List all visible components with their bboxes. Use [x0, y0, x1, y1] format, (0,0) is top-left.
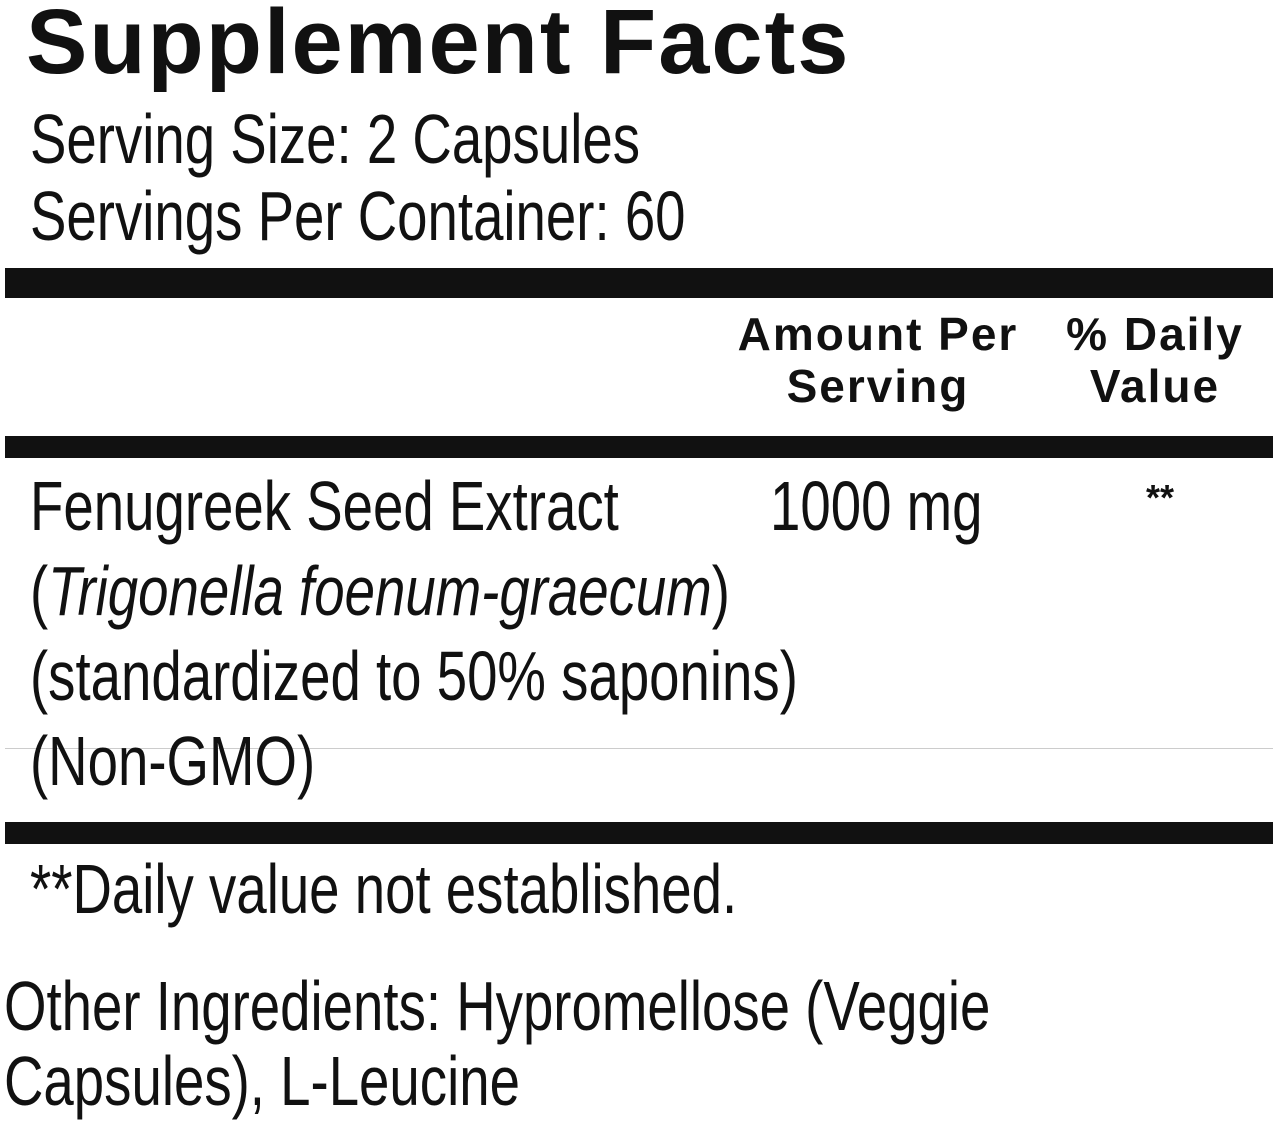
ingredient-amount: 1000 mg — [770, 467, 983, 545]
ingredient-daily-value: ** — [1146, 477, 1175, 518]
paren-open: ( — [30, 552, 49, 630]
paren-close: ) — [711, 552, 730, 630]
footnote: **Daily value not established. — [30, 850, 738, 928]
latin-name-text: Trigonella foenum-graecum — [48, 552, 712, 630]
amount-per-serving-header: Amount Per Serving — [708, 311, 1048, 409]
ingredient-standardization: (standardized to 50% saponins) — [30, 637, 798, 715]
other-ingredients-line1: Other Ingredients: Hypromellose (Veggie — [4, 967, 991, 1045]
other-ingredients-line2: Capsules), L-Leucine — [4, 1042, 520, 1120]
divider-thin — [5, 748, 1273, 749]
divider-bar-bottom — [5, 822, 1273, 844]
ingredient-name: Fenugreek Seed Extract — [30, 467, 619, 545]
divider-bar-top — [5, 268, 1273, 298]
serving-size: Serving Size: 2 Capsules — [30, 100, 641, 178]
amount-header-line1: Amount Per — [737, 308, 1019, 360]
ingredient-latin-name: (Trigonella foenum-graecum) — [30, 556, 730, 626]
daily-value-header: % Daily Value — [985, 311, 1276, 409]
daily-header-line2: Value — [1089, 360, 1221, 412]
page-title: Supplement Facts — [26, 0, 851, 93]
divider-bar-header — [5, 436, 1273, 458]
ingredient-non-gmo: (Non-GMO) — [30, 722, 316, 800]
servings-per-container: Servings Per Container: 60 — [30, 177, 686, 255]
daily-header-line1: % Daily — [1066, 308, 1244, 360]
amount-header-line2: Serving — [786, 360, 970, 412]
